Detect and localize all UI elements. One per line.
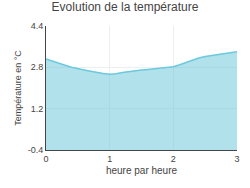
svg-text:4.4: 4.4 [31,21,44,31]
svg-text:0: 0 [43,154,48,164]
svg-text:3: 3 [234,154,239,164]
svg-text:1.2: 1.2 [31,104,44,114]
svg-text:2: 2 [171,154,176,164]
svg-text:heure par heure: heure par heure [106,165,178,176]
svg-text:Evolution de la température: Evolution de la température [52,0,199,14]
svg-text:-0.4: -0.4 [28,145,44,155]
svg-text:1: 1 [107,154,112,164]
svg-text:Température en °C: Température en °C [13,50,23,126]
svg-text:2.8: 2.8 [31,62,44,72]
